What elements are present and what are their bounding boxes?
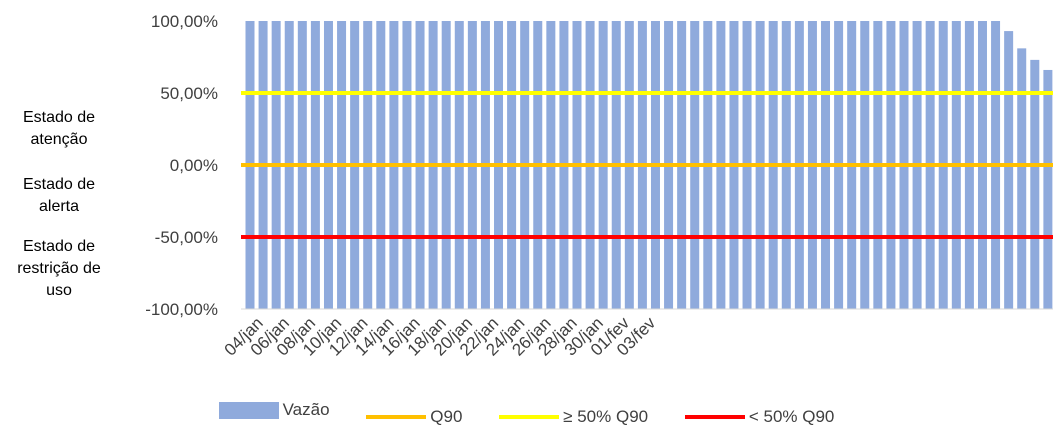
legend-label-ge50: ≥ 50% Q90 bbox=[563, 406, 649, 426]
state-label-attention: Estado de atenção bbox=[22, 109, 96, 148]
state-label-restriction: Estado de restrição de uso bbox=[17, 238, 101, 299]
y-tick-label: 100,00% bbox=[151, 12, 218, 31]
y-tick-label: 0,00% bbox=[170, 156, 218, 175]
legend-item-q90: Q90 bbox=[366, 407, 462, 427]
legend-item-lt50: < 50% Q90 bbox=[684, 406, 835, 427]
y-tick-label: -100,00% bbox=[145, 300, 218, 319]
vazao-chart: 100,00%50,00%0,00%-50,00%-100,00%04/jan0… bbox=[145, 12, 1053, 360]
chart-legend: Vazão Q90 ≥ 50% Q90 < 50% Q90 bbox=[0, 400, 1053, 427]
vazao-bar bbox=[1043, 69, 1053, 310]
y-tick-label: -50,00% bbox=[155, 228, 218, 247]
legend-swatch-q90 bbox=[366, 414, 427, 419]
vazao-bar bbox=[1004, 31, 1014, 310]
legend-item-vazao: Vazão bbox=[218, 400, 330, 420]
legend-label-q90: Q90 bbox=[430, 406, 463, 426]
state-label-alert: Estado de alerta bbox=[22, 176, 96, 215]
legend-swatch-vazao bbox=[218, 401, 279, 419]
legend-item-ge50: ≥ 50% Q90 bbox=[499, 407, 648, 427]
legend-swatch-lt50 bbox=[684, 414, 745, 419]
legend-swatch-ge50 bbox=[499, 414, 560, 419]
legend-label-vazao: Vazão bbox=[282, 400, 330, 419]
y-tick-label: 50,00% bbox=[160, 84, 218, 103]
plot-area bbox=[241, 21, 1053, 310]
legend-label-lt50: < 50% Q90 bbox=[748, 406, 835, 426]
vazao-bar bbox=[1017, 48, 1027, 310]
vazao-bar bbox=[1030, 59, 1040, 309]
